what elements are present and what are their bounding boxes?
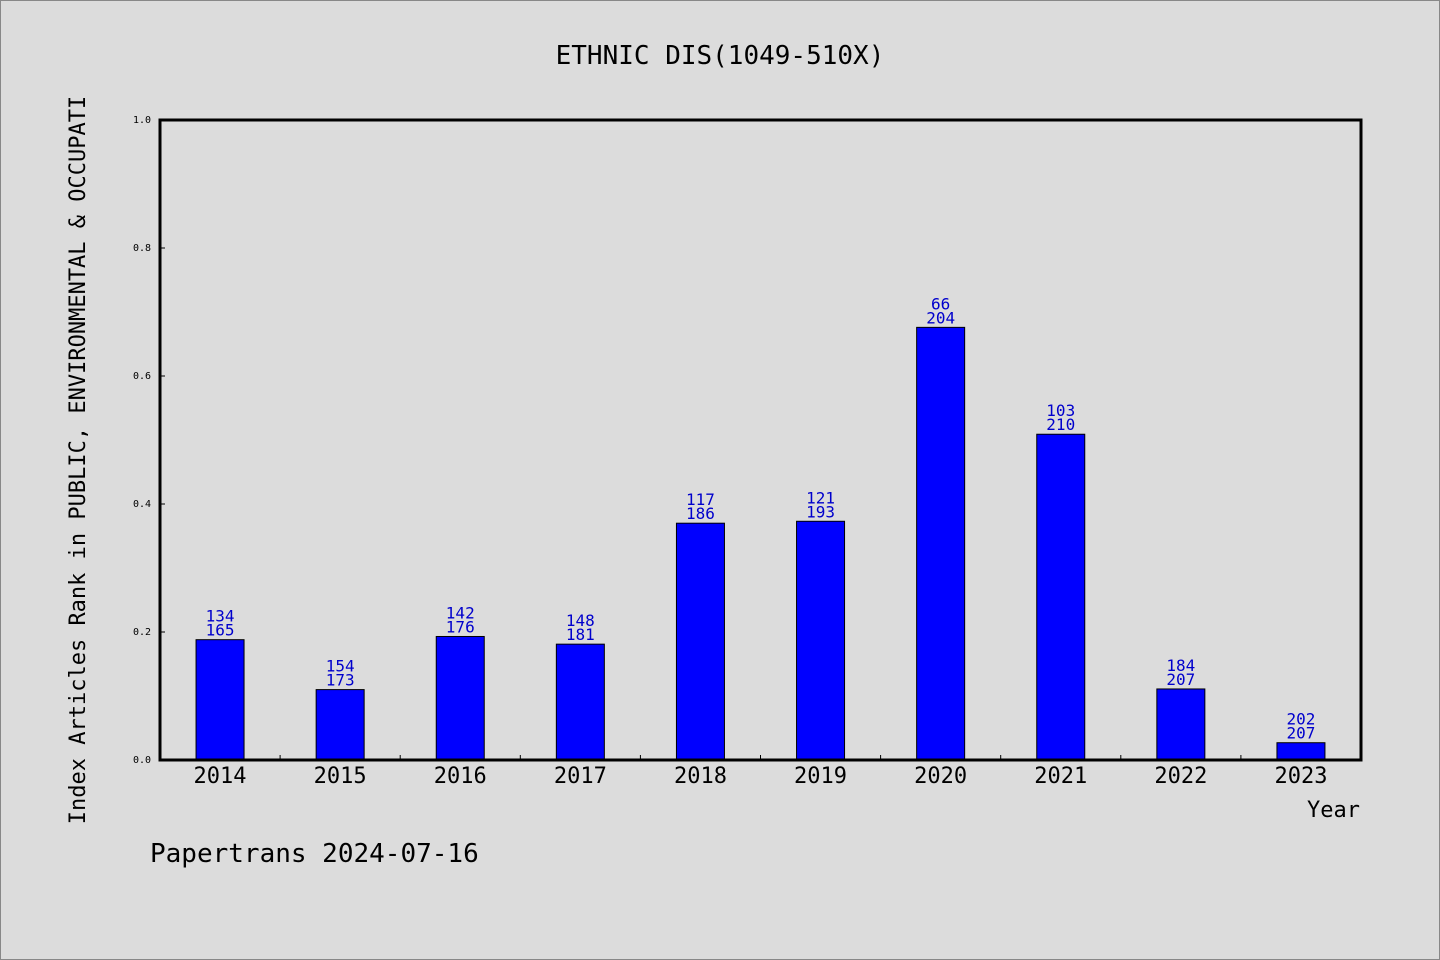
bar-label-top-2017: 148 [566,611,595,630]
y-tick-label-0.2: 0.2 [133,627,151,638]
chart-title: ETHNIC DIS(1049-510X) [556,41,885,71]
x-tick-label-2020: 2020 [914,764,967,789]
footer-text: Papertrans 2024-07-16 [150,839,479,869]
bar-label-top-2019: 121 [806,488,835,507]
bar-label-top-2016: 142 [446,603,475,622]
y-tick-label-0.4: 0.4 [133,499,151,510]
x-tick-label-2022: 2022 [1154,764,1207,789]
x-tick-label-2014: 2014 [194,764,247,789]
x-axis-label: Year [1307,798,1360,823]
bar-label-bottom-2014: 165 [206,621,235,640]
bar-label-top-2018: 117 [686,490,715,509]
bar-label-bottom-2019: 193 [806,502,835,521]
bar-label-top-2020: 66 [931,294,950,313]
x-tick-label-2021: 2021 [1034,764,1087,789]
x-tick-label-2023: 2023 [1274,764,1327,789]
bar-2018 [675,522,725,761]
bar-label-bottom-2016: 176 [446,617,475,636]
y-tick-label-1.0: 1.0 [133,115,151,126]
y-tick-label-0.0: 0.0 [133,755,151,766]
bar-2016 [435,635,485,761]
bar-label-top-2014: 134 [206,607,235,626]
bar-label-bottom-2023: 207 [1286,724,1315,743]
y-tick-label-0.6: 0.6 [133,371,151,382]
bar-label-top-2021: 103 [1046,401,1075,420]
bar-2021 [1036,433,1086,761]
x-tick-label-2016: 2016 [434,764,487,789]
bar-label-bottom-2018: 186 [686,504,715,523]
bar-2017 [555,643,605,761]
bar-label-top-2022: 184 [1166,656,1195,675]
bar-label-top-2023: 202 [1286,710,1315,729]
plot-area [158,118,1363,762]
y-tick-label-0.8: 0.8 [133,243,151,254]
bar-2023 [1276,742,1326,761]
bar-label-bottom-2017: 181 [566,625,595,644]
bar-label-bottom-2021: 210 [1046,415,1075,434]
x-tick-label-2017: 2017 [554,764,607,789]
bar-label-top-2015: 154 [326,657,355,676]
bar-2019 [796,520,846,761]
bar-label-bottom-2022: 207 [1166,670,1195,689]
y-axis-label: Index Articles Rank in PUBLIC, ENVIRONME… [66,96,91,824]
bar-label-bottom-2015: 173 [326,671,355,690]
x-tick-label-2015: 2015 [314,764,367,789]
x-tick-label-2019: 2019 [794,764,847,789]
x-tick-label-2018: 2018 [674,764,727,789]
bar-2014 [195,639,245,761]
bar-2015 [315,689,365,761]
bar-label-bottom-2020: 204 [926,308,955,327]
bar-2022 [1156,688,1206,761]
bar-2020 [916,326,966,761]
